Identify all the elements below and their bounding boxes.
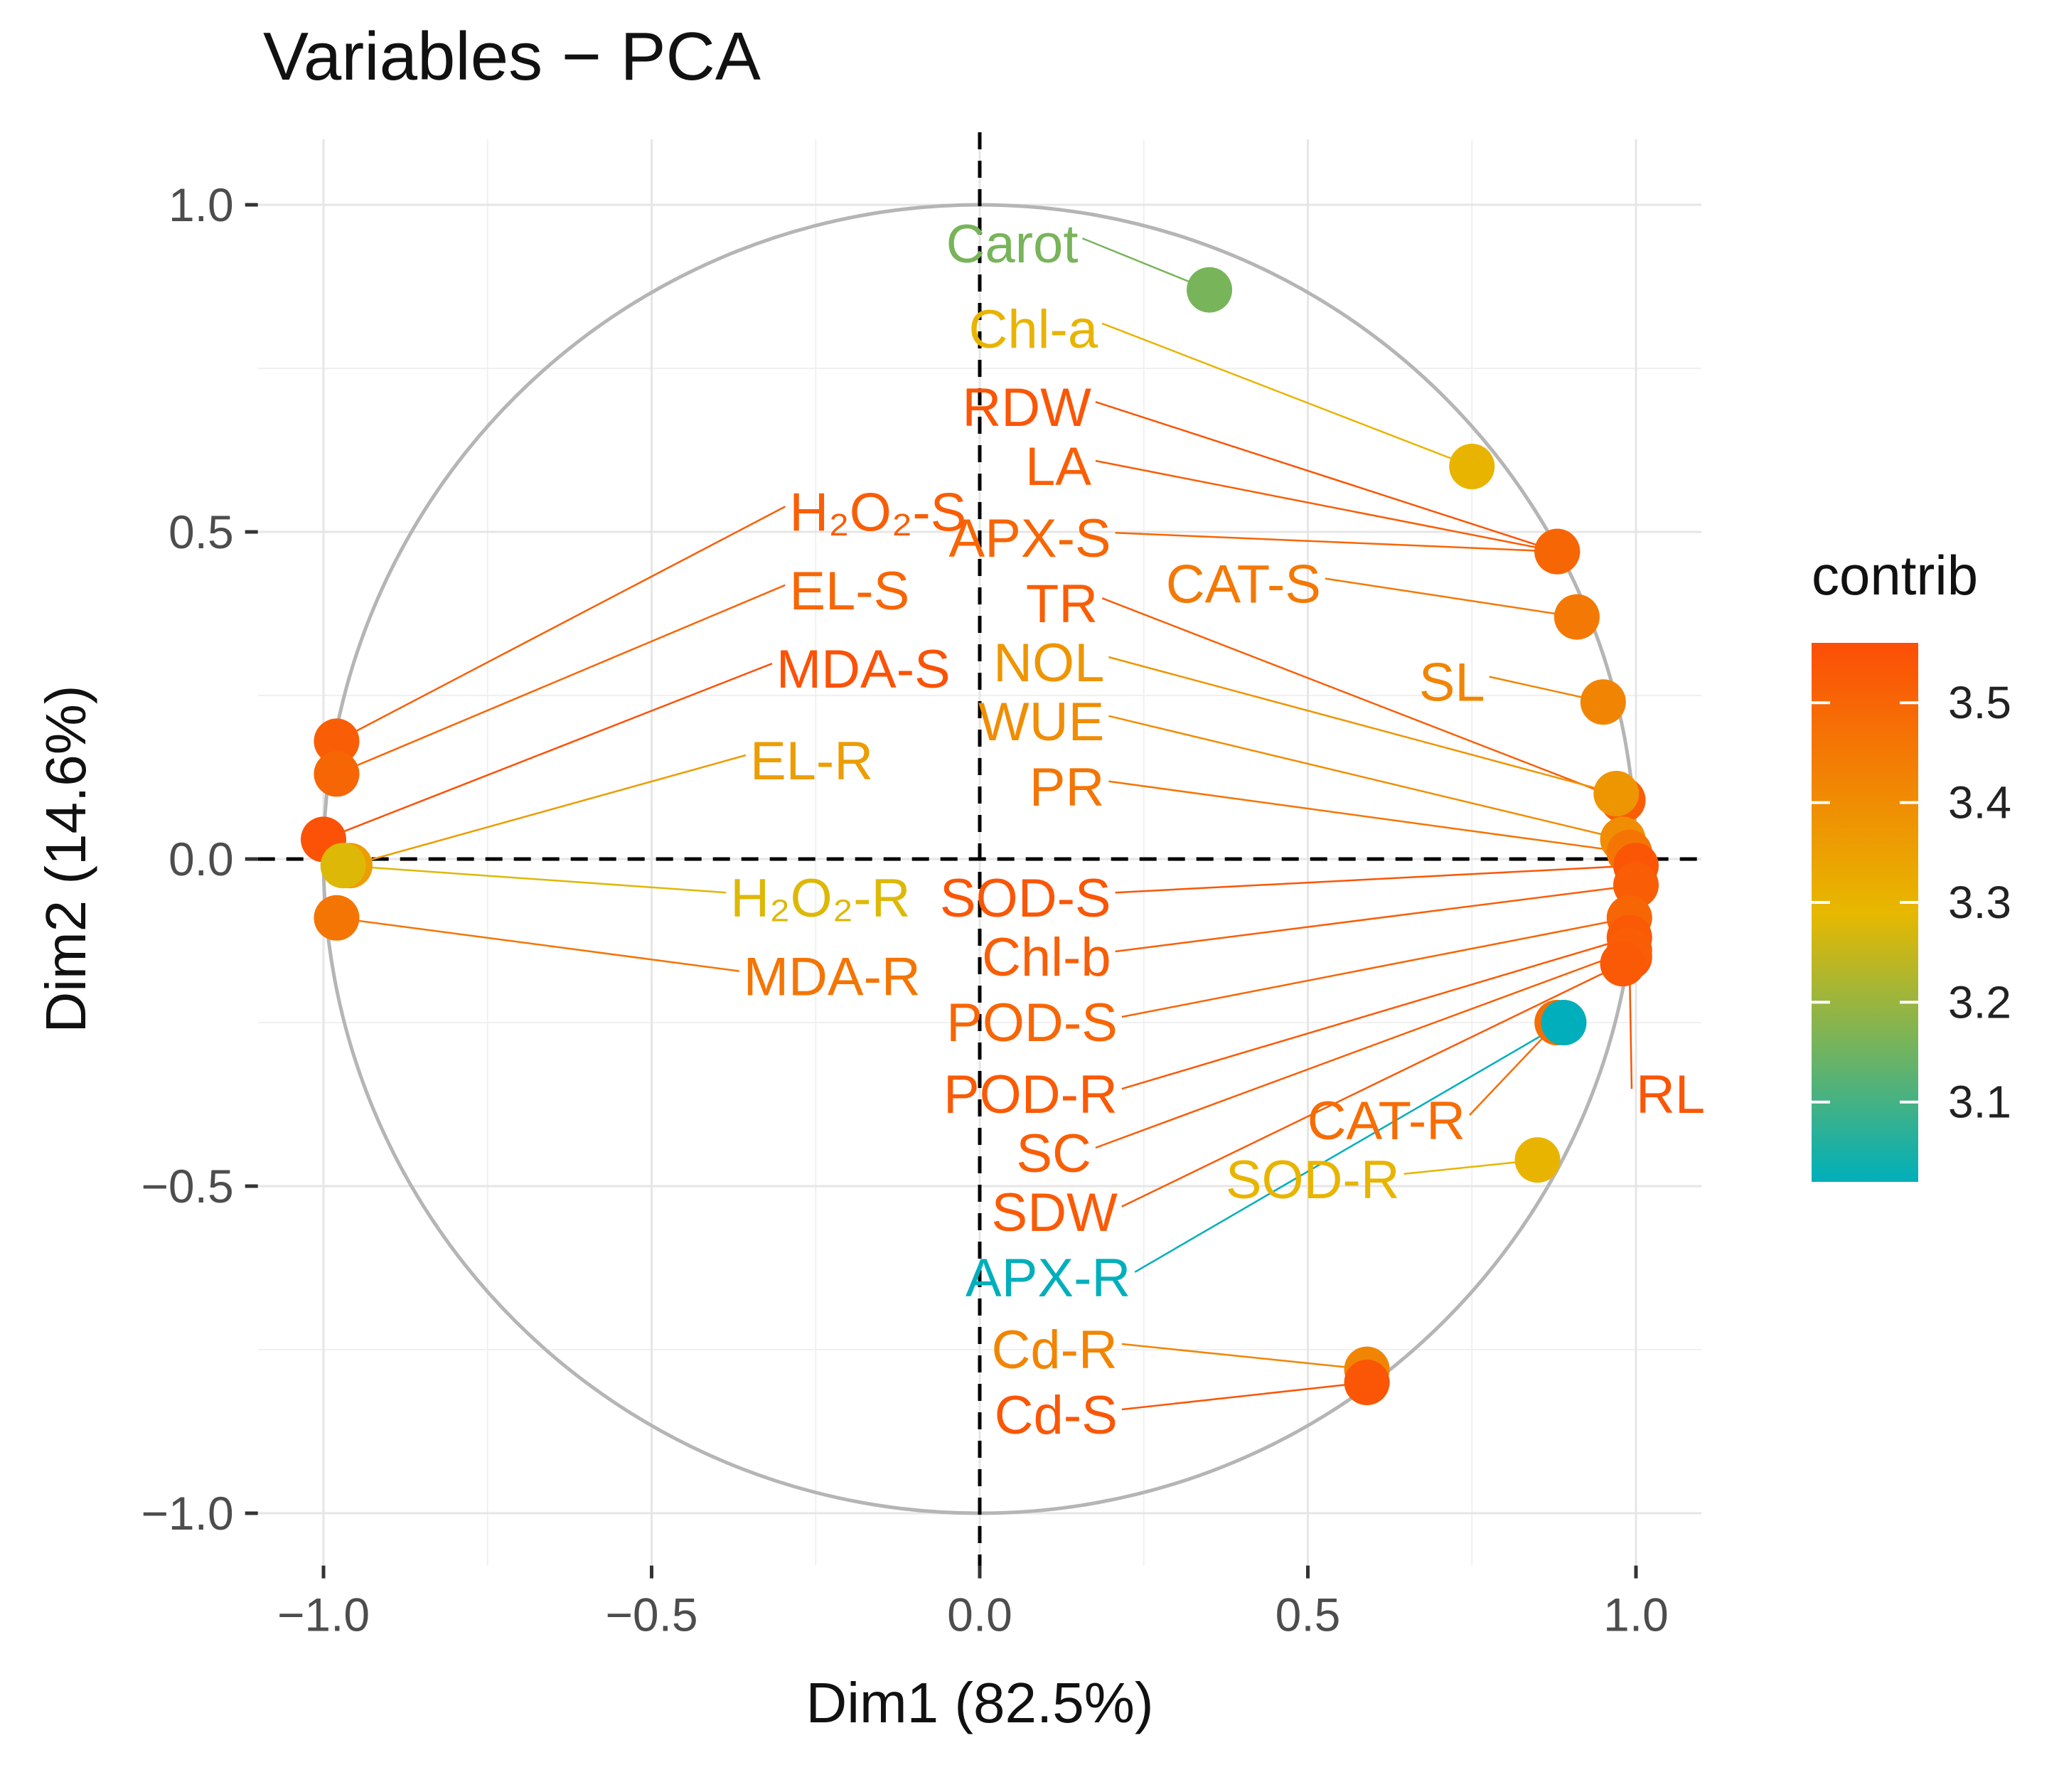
leader-line-1 bbox=[1101, 322, 1472, 468]
leader-line-24 bbox=[336, 584, 786, 775]
variable-label-10: PR bbox=[1030, 757, 1105, 818]
chart-title: Variables − PCA bbox=[263, 18, 761, 95]
variable-label-8: NOL bbox=[993, 633, 1104, 693]
x-tick-label-3: 0.5 bbox=[1275, 1589, 1341, 1641]
leader-line-28 bbox=[336, 917, 739, 972]
point-8 bbox=[1593, 771, 1640, 816]
point-20 bbox=[1541, 1000, 1587, 1045]
leader-line-19 bbox=[1121, 963, 1624, 1207]
x-tick-label-1: −0.5 bbox=[605, 1589, 697, 1641]
leader-line-11 bbox=[1115, 864, 1637, 894]
variable-label-25: MDA-S bbox=[776, 639, 951, 700]
y-tick-label-2: 0.0 bbox=[169, 833, 234, 885]
point-23 bbox=[314, 718, 360, 764]
point-27 bbox=[320, 843, 366, 889]
legend-tick-label-3: 3.4 bbox=[1948, 777, 2011, 828]
variable-label-18: SOD-R bbox=[1226, 1150, 1400, 1210]
x-tick-label-2: 0.0 bbox=[947, 1589, 1012, 1641]
variable-label-26: EL-R bbox=[750, 731, 873, 791]
variable-label-13: POD-S bbox=[946, 993, 1118, 1053]
point-4 bbox=[1534, 528, 1581, 575]
point-18 bbox=[1514, 1137, 1561, 1183]
x-axis-title: Dim1 (82.5%) bbox=[806, 1671, 1153, 1734]
leader-line-6 bbox=[1101, 597, 1623, 801]
leader-line-4 bbox=[1115, 531, 1558, 553]
variable-label-15: RL bbox=[1636, 1065, 1705, 1125]
variable-label-1: Chl-a bbox=[969, 299, 1098, 360]
y-tick-label-3: 0.5 bbox=[169, 506, 234, 558]
variable-label-4: APX-S bbox=[949, 508, 1111, 569]
variable-label-3: LA bbox=[1025, 437, 1091, 497]
leader-line-9 bbox=[1108, 715, 1623, 841]
variable-label-22: Cd-S bbox=[995, 1385, 1118, 1446]
point-5 bbox=[1553, 594, 1600, 640]
variable-label-5: CAT-S bbox=[1166, 555, 1321, 615]
leader-line-20 bbox=[1134, 1021, 1565, 1273]
legend-tick-label-2: 3.3 bbox=[1948, 877, 2011, 928]
leader-line-5 bbox=[1325, 577, 1578, 618]
variable-label-7: SL bbox=[1419, 653, 1485, 713]
legend-title: contrib bbox=[1812, 544, 1978, 607]
leader-line-26 bbox=[349, 754, 747, 867]
y-tick-label-4: 1.0 bbox=[169, 178, 234, 231]
legend-tick-label-0: 3.1 bbox=[1948, 1077, 2011, 1128]
variable-label-11: SOD-S bbox=[940, 868, 1111, 929]
variable-label-20: APX-R bbox=[966, 1248, 1130, 1308]
point-28 bbox=[314, 895, 360, 941]
leader-line-13 bbox=[1121, 917, 1630, 1018]
variable-label-2: RDW bbox=[962, 378, 1091, 438]
leader-line-2 bbox=[1095, 401, 1558, 553]
plot-area: −1.0 −0.5 0.0 0.5 1.0 −1.0 −0.5 0.0 0.5 1.0 Carot C… bbox=[141, 132, 1705, 1641]
variable-label-14: POD-R bbox=[943, 1065, 1118, 1125]
variable-label-27: H₂O₂-R bbox=[730, 868, 910, 929]
point-22 bbox=[1344, 1360, 1390, 1405]
leader-line-14 bbox=[1121, 937, 1630, 1090]
variable-label-21: Cd-R bbox=[991, 1320, 1117, 1380]
legend: contrib 3.1 3.2 3.3 3.4 3.5 bbox=[1812, 544, 2011, 1182]
variable-label-24: EL-S bbox=[789, 561, 909, 622]
leader-line-3 bbox=[1095, 459, 1558, 553]
leader-line-12 bbox=[1115, 884, 1637, 953]
legend-colorbar bbox=[1812, 643, 1918, 1182]
leader-line-27 bbox=[343, 864, 727, 894]
variable-label-19: SDW bbox=[992, 1183, 1118, 1243]
variable-label-12: Chl-b bbox=[982, 927, 1111, 988]
point-19 bbox=[1600, 941, 1646, 987]
y-tick-label-0: −1.0 bbox=[141, 1487, 233, 1540]
variable-label-23: H₂O₂-S bbox=[789, 482, 966, 543]
point-0 bbox=[1187, 267, 1233, 313]
variable-label-17: SC bbox=[1016, 1124, 1091, 1184]
variable-label-28: MDA-R bbox=[744, 947, 921, 1008]
point-1 bbox=[1449, 444, 1495, 489]
variable-label-9: WUE bbox=[978, 692, 1104, 752]
variable-label-6: TR bbox=[1026, 574, 1098, 634]
leader-line-23 bbox=[336, 506, 786, 742]
point-24 bbox=[314, 751, 360, 797]
legend-tick-label-1: 3.2 bbox=[1948, 976, 2011, 1028]
leader-line-10 bbox=[1108, 780, 1630, 854]
leader-line-8 bbox=[1108, 656, 1617, 795]
leader-line-21 bbox=[1121, 1343, 1367, 1370]
legend-tick-label-4: 3.5 bbox=[1948, 677, 2011, 728]
leader-line-22 bbox=[1121, 1381, 1367, 1411]
variable-label-16: CAT-R bbox=[1307, 1091, 1465, 1151]
x-tick-label-4: 1.0 bbox=[1603, 1589, 1669, 1641]
variable-label-0: Carot bbox=[946, 214, 1079, 274]
leader-line-0 bbox=[1081, 238, 1210, 291]
y-tick-label-1: −0.5 bbox=[141, 1160, 233, 1212]
point-7 bbox=[1580, 679, 1626, 725]
y-axis-title: Dim2 (14.6%) bbox=[34, 685, 97, 1033]
leader-line-17 bbox=[1095, 949, 1630, 1149]
leader-line-25 bbox=[323, 663, 773, 841]
x-tick-label-0: −1.0 bbox=[277, 1589, 370, 1641]
